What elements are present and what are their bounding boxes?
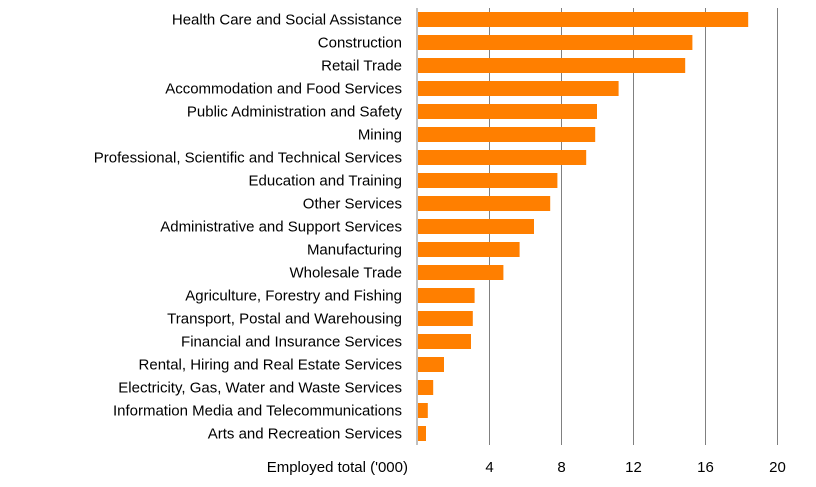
x-tick-label: 16 xyxy=(697,459,714,476)
category-label: Agriculture, Forestry and Fishing xyxy=(185,288,402,305)
x-tick-label: 4 xyxy=(485,459,493,476)
x-tick-label: 20 xyxy=(769,459,786,476)
bar xyxy=(418,380,434,395)
x-tick-labels: 4 8 12 16 20 xyxy=(485,459,786,476)
x-tick-label: 12 xyxy=(625,459,642,476)
category-label: Rental, Hiring and Real Estate Services xyxy=(139,357,402,374)
bar xyxy=(418,403,428,418)
category-label: Financial and Insurance Services xyxy=(181,334,402,351)
bar xyxy=(418,334,471,349)
bar xyxy=(418,12,749,27)
category-label: Administrative and Support Services xyxy=(160,219,402,236)
category-label: Arts and Recreation Services xyxy=(208,426,402,443)
bar xyxy=(418,219,534,234)
bar xyxy=(418,173,558,188)
category-label: Manufacturing xyxy=(307,242,402,259)
bar xyxy=(418,127,596,142)
bars xyxy=(418,12,749,441)
category-label: Accommodation and Food Services xyxy=(165,81,402,98)
category-label: Retail Trade xyxy=(321,58,402,75)
category-label: Public Administration and Safety xyxy=(187,104,403,121)
bar xyxy=(418,265,504,280)
category-label: Wholesale Trade xyxy=(289,265,402,282)
bar xyxy=(418,150,587,165)
category-label: Education and Training xyxy=(249,173,402,190)
bar xyxy=(418,242,520,257)
gridlines xyxy=(416,8,778,445)
bar xyxy=(418,196,551,211)
category-label: Transport, Postal and Warehousing xyxy=(167,311,402,328)
category-labels: Health Care and Social Assistance Constru… xyxy=(94,12,403,443)
category-label: Mining xyxy=(358,127,402,144)
category-label: Information Media and Telecommunications xyxy=(113,403,402,420)
bar xyxy=(418,311,473,326)
x-tick-label: 8 xyxy=(557,459,565,476)
category-label: Professional, Scientific and Technical S… xyxy=(94,150,402,167)
x-axis-title: Employed total ('000) xyxy=(267,459,408,476)
category-label: Construction xyxy=(318,35,402,52)
bar xyxy=(418,288,475,303)
bar xyxy=(418,58,686,73)
bar xyxy=(418,35,693,50)
category-label: Other Services xyxy=(303,196,402,213)
bar xyxy=(418,357,444,372)
bar xyxy=(418,104,597,119)
category-label: Electricity, Gas, Water and Waste Servic… xyxy=(118,380,402,397)
bar xyxy=(418,426,426,441)
category-label: Health Care and Social Assistance xyxy=(172,12,402,29)
bar xyxy=(418,81,619,96)
